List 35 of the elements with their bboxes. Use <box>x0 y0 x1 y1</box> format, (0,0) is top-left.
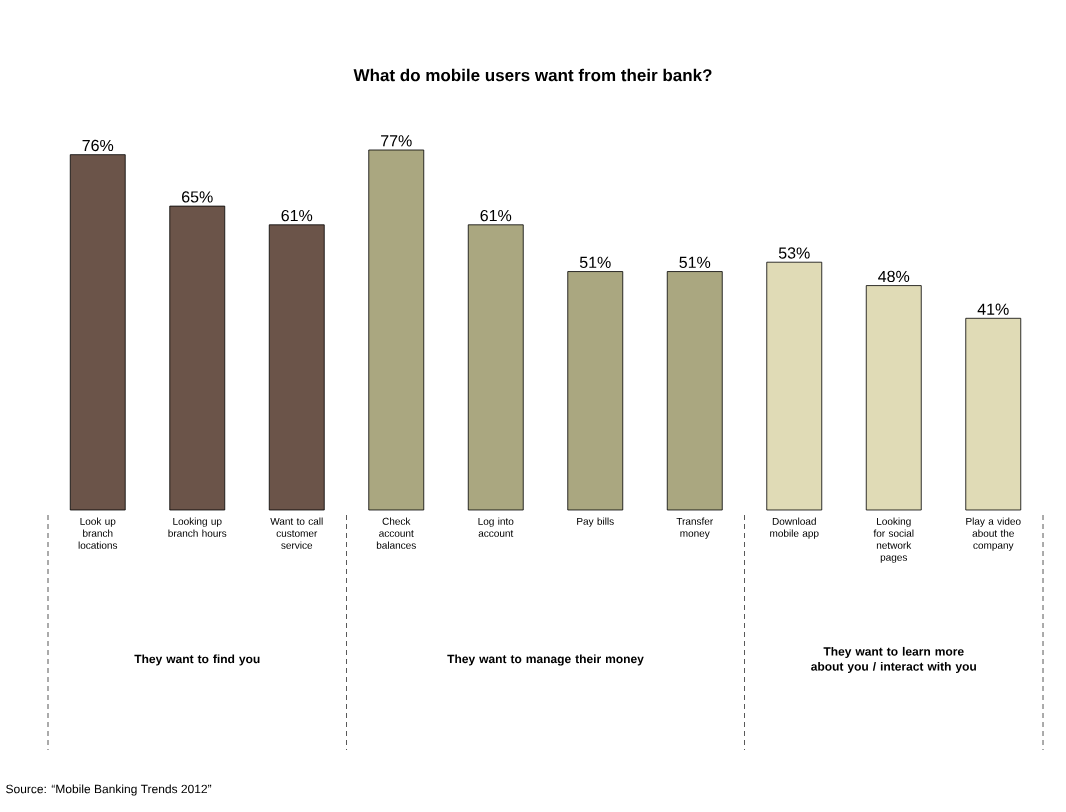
x-tick-label: Transfer money <box>676 517 714 539</box>
bar <box>666 271 723 511</box>
chart-title: What do mobile users want from their bank? <box>353 68 712 82</box>
text: They want to learn more about you / interact with you <box>811 646 976 674</box>
bar <box>169 205 226 511</box>
x-tick-label: Download mobile app <box>770 517 819 539</box>
x-tick-label: Pay bills <box>577 517 614 527</box>
data-label: 48% <box>878 270 910 283</box>
data-label: 77% <box>381 135 412 147</box>
x-tick-label: Log into account <box>478 517 514 537</box>
x-tick-label: Want to call customer service <box>270 517 323 549</box>
x-tick-label: Play a video about the company <box>966 517 1021 551</box>
x-tick-label: Looking up branch hours <box>168 517 227 537</box>
text: They want to manage their money <box>447 654 644 666</box>
x-tick-label: Look up branch locations <box>78 517 118 549</box>
bar <box>865 285 922 511</box>
bar <box>467 224 524 511</box>
text: They want to find you <box>134 654 260 666</box>
bar <box>567 271 624 511</box>
data-label: 53% <box>778 247 810 259</box>
data-label: 61% <box>281 209 313 222</box>
bar <box>69 154 126 511</box>
bar <box>965 317 1022 511</box>
bar <box>368 149 425 511</box>
bar <box>766 261 823 511</box>
data-label: 65% <box>182 191 213 203</box>
bar <box>268 224 325 511</box>
data-label: 51% <box>679 256 711 269</box>
x-tick-label: Check account balances <box>376 517 416 549</box>
data-label: 61% <box>480 209 512 222</box>
source-note: Source: “Mobile Banking Trends 2012” <box>6 784 212 796</box>
data-label: 41% <box>977 303 1009 315</box>
data-label: 51% <box>579 256 611 269</box>
x-tick-label: Looking for social network pages <box>873 517 914 563</box>
data-label: 76% <box>82 139 114 152</box>
